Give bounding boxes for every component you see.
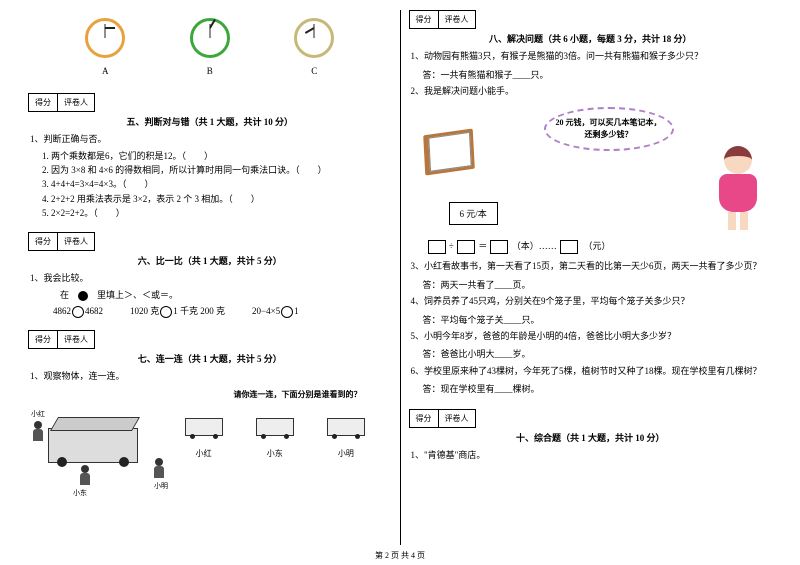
q7-stem: 1、观察物体，连一连。 xyxy=(30,370,392,384)
speech-line1: 20 元钱，可以买几本笔记本， xyxy=(554,117,664,129)
title-8: 八、解决问题（共 6 小题，每题 3 分，共计 18 分） xyxy=(409,32,773,45)
page-footer: 第 2 页 共 4 页 xyxy=(0,550,800,561)
speech-bubble: 20 元钱，可以买几本笔记本， 还剩多少钱？ xyxy=(544,107,674,151)
q8-4: 4、饲养员养了45只鸡，分别关在9个笼子里，平均每个笼子关多少只？ xyxy=(411,295,773,309)
mini-bus-1: 小红 xyxy=(185,418,223,488)
title-7: 七、连一连（共 1 大题，共计 5 分） xyxy=(28,352,392,365)
scorebox-5: 得分 评卷人 xyxy=(28,93,392,112)
grader-label: 评卷人 xyxy=(58,232,95,251)
left-column: A B C 得分 评卷人 五、判断对与错（共 1 大题，共计 1 xyxy=(20,10,401,545)
illustration: 请你连一连，下面分别是谁看到的？ 小红 小东 小明 小红 xyxy=(33,389,387,488)
kid-c xyxy=(152,458,166,480)
kid-b xyxy=(78,465,92,487)
grader-label: 评卷人 xyxy=(439,10,476,29)
bus-icon xyxy=(48,428,138,463)
clock-face-c xyxy=(294,18,334,58)
title-5: 五、判断对与错（共 1 大题，共计 10 分） xyxy=(28,115,392,128)
a8-1: 答：一共有熊猫和猴子____只。 xyxy=(423,68,773,83)
score-label: 得分 xyxy=(28,232,58,251)
eq-tail2: （元） xyxy=(588,241,611,251)
q10-1: 1、"肯德基"商店。 xyxy=(411,449,773,463)
kid-a xyxy=(31,421,45,443)
scorebox-10: 得分 评卷人 xyxy=(409,409,773,428)
compare-line: 48624682 1020 克1 千克 200 克 20−4×51 xyxy=(53,305,392,318)
equation-line: ÷ ＝ （本）…… （元） xyxy=(427,239,773,254)
clocks-row: A B C xyxy=(28,10,392,81)
score-label: 得分 xyxy=(28,330,58,349)
title-10: 十、综合题（共 1 大题，共计 10 分） xyxy=(409,431,773,444)
clock-c: C xyxy=(294,18,334,76)
scorebox-6: 得分 评卷人 xyxy=(28,232,392,251)
speech-line2: 还剩多少钱？ xyxy=(554,129,664,141)
price-tag: 6 元/本 xyxy=(449,202,498,225)
title-6: 六、比一比（共 1 大题，共计 5 分） xyxy=(28,254,392,267)
grader-label: 评卷人 xyxy=(439,409,476,428)
clock-label-a: A xyxy=(85,66,125,76)
q5-5: 5. 2×2=2+2。（ ） xyxy=(42,206,392,220)
q8-2: 2、我是解决问题小能手。 xyxy=(411,85,773,99)
bubble-area: 20 元钱，可以买几本笔记本， 还剩多少钱？ 6 元/本 xyxy=(409,104,773,234)
grader-label: 评卷人 xyxy=(58,330,95,349)
q6-stem: 1、我会比较。 xyxy=(30,272,392,286)
clock-b: B xyxy=(190,18,230,76)
q5-4: 4. 2+2+2 用乘法表示是 3×2，表示 2 个 3 相加。（ ） xyxy=(42,192,392,206)
a8-5: 答：爸爸比小明大____岁。 xyxy=(423,347,773,362)
a8-4: 答：平均每个笼子关____只。 xyxy=(423,313,773,328)
q8-6: 6、学校里原来种了43棵树，今年死了5棵，植树节时又种了18棵。现在学校里有几棵… xyxy=(411,365,773,379)
q5-2: 2. 因为 3×8 和 4×6 的得数相同，所以计算时用同一句乘法口诀。（ ） xyxy=(42,163,392,177)
clock-face-a xyxy=(85,18,125,58)
a8-6: 答：现在学校里有____棵树。 xyxy=(423,382,773,397)
q6-hint: 在 在 里填上＞、＜或＝。里填上＞、＜或＝。 xyxy=(42,288,392,302)
score-label: 得分 xyxy=(28,93,58,112)
clock-face-b xyxy=(190,18,230,58)
eq-tail1: （本）…… xyxy=(512,241,557,251)
illus-caption: 请你连一连，下面分别是谁看到的？ xyxy=(33,389,362,400)
mini-bus-2: 小东 xyxy=(256,418,294,488)
kid-a-label: 小红 xyxy=(31,409,45,419)
clock-label-c: C xyxy=(294,66,334,76)
q5-stem: 1、判断正确与否。 xyxy=(30,133,392,147)
girl-icon xyxy=(709,146,767,231)
mini-bus-3: 小明 xyxy=(327,418,365,488)
q8-5: 5、小明今年8岁，爸爸的年龄是小明的4倍，爸爸比小明大多少岁？ xyxy=(411,330,773,344)
clock-label-b: B xyxy=(190,66,230,76)
right-column: 得分 评卷人 八、解决问题（共 6 小题，每题 3 分，共计 18 分） 1、动… xyxy=(401,10,781,545)
q8-1: 1、动物园有熊猫3只，有猴子是熊猫的3倍。问一共有熊猫和猴子多少只？ xyxy=(411,50,773,64)
scorebox-7: 得分 评卷人 xyxy=(28,330,392,349)
score-label: 得分 xyxy=(409,10,439,29)
grader-label: 评卷人 xyxy=(58,93,95,112)
clock-a: A xyxy=(85,18,125,76)
scene: 小红 小东 小明 xyxy=(33,403,163,488)
kid-c-label: 小明 xyxy=(154,481,168,491)
a8-3: 答：两天一共看了____页。 xyxy=(423,278,773,293)
q8-3: 3、小红看故事书，第一天看了15页，第二天看的比第一天少6页，两天一共看了多少页… xyxy=(411,260,773,274)
q5-3: 3. 4+4+4=3×4=4×3。（ ） xyxy=(42,177,392,191)
notebook-icon xyxy=(423,129,475,176)
score-label: 得分 xyxy=(409,409,439,428)
q5-1: 1. 两个乘数都是6，它们的积是12。（ ） xyxy=(42,149,392,163)
kid-b-label: 小东 xyxy=(73,488,87,498)
scorebox-8: 得分 评卷人 xyxy=(409,10,773,29)
